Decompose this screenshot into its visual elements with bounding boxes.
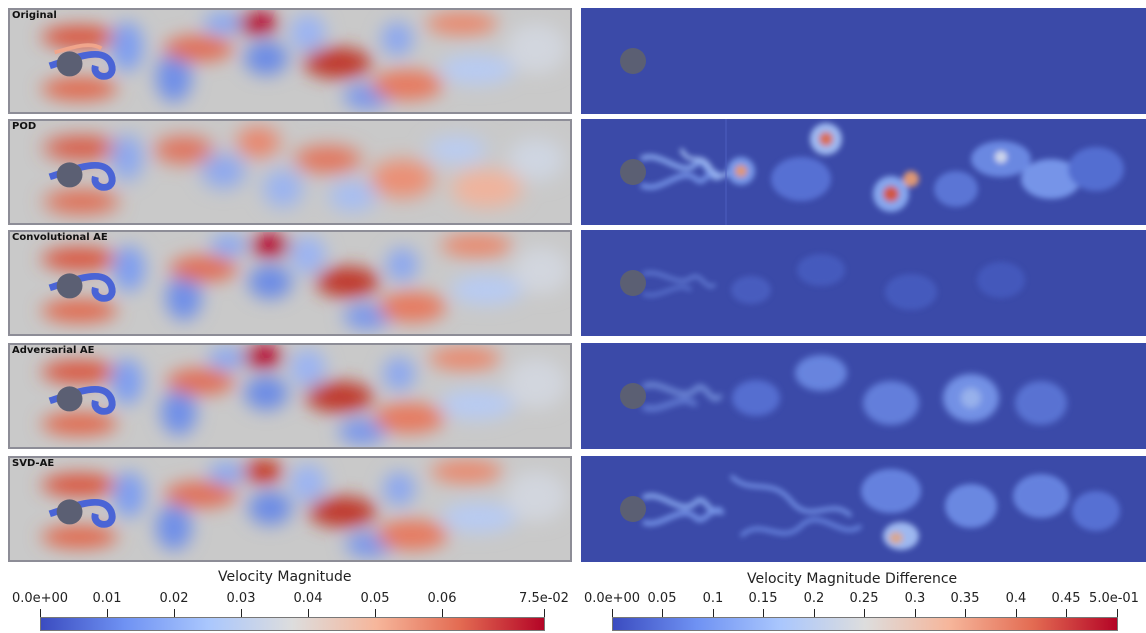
cylinder-obstacle [620,159,646,185]
velocity-field-convolutional-ae [41,233,570,331]
colorbar-right-tick: 0.1 [702,591,724,606]
panel-svd-ae-velocity: SVD-AE [8,456,572,562]
row-label-original: Original [12,10,57,21]
cylinder-obstacle [620,48,646,74]
panel-adversarial-ae-velocity: Adversarial AE [8,343,572,449]
colorbar-left-title: Velocity Magnitude [218,569,352,585]
colorbar-right-tick-mark [814,609,815,619]
panel-adversarial-ae-difference [581,343,1146,449]
panel-pod-velocity: POD [8,119,572,225]
panel-pod-difference [581,119,1146,225]
colorbar-left [40,617,545,631]
colorbar-left-tick: 0.05 [360,591,390,606]
colorbar-right-tick: 0.0e+00 [583,591,641,606]
cylinder-obstacle [56,51,83,77]
row-label-pod: POD [12,121,37,132]
cylinder-obstacle [56,499,83,525]
colorbar-right [612,617,1118,631]
colorbar-right-tick: 0.3 [904,591,926,606]
cylinder-obstacle [620,383,646,409]
velocity-field-adversarial-ae [41,345,567,446]
colorbar-right-tick-mark [864,609,865,619]
cylinder-obstacle [56,386,83,412]
colorbar-right-title: Velocity Magnitude Difference [747,571,958,587]
colorbar-left-tick-mark [375,609,376,619]
colorbar-right-tick: 0.25 [849,591,879,606]
colorbar-right-tick: 0.15 [748,591,778,606]
colorbar-right-tick: 0.45 [1051,591,1081,606]
colorbar-right-tick-mark [1066,609,1067,619]
difference-field-convolutional-ae [581,230,1146,336]
colorbar-left-tick: 0.01 [92,591,122,606]
cylinder-obstacle [620,270,646,296]
row-label-svd-ae: SVD-AE [12,458,55,469]
colorbar-left-tick-mark [308,609,309,619]
colorbar-left-tick: 0.03 [226,591,256,606]
panel-svd-ae-difference [581,456,1146,562]
colorbar-right-tick-mark [612,609,613,619]
row-label-convolutional-ae: Convolutional AE [12,232,108,243]
panel-convolutional-ae-velocity: Convolutional AE [8,230,572,336]
colorbar-right-tick: 0.2 [803,591,825,606]
colorbar-right-tick: 5.0e-01 [1089,591,1139,606]
colorbar-left-tick: 0.0e+00 [11,591,69,606]
velocity-field-pod [43,126,565,214]
colorbar-right-tick-mark [965,609,966,619]
colorbar-left-tick: 0.02 [159,591,189,606]
row-label-adversarial-ae: Adversarial AE [12,345,95,356]
cylinder-obstacle [56,273,83,299]
colorbar-left-tick: 0.04 [293,591,323,606]
difference-field-pod [581,119,1146,225]
colorbar-left-tick: 0.06 [427,591,457,606]
panel-original-difference [581,8,1146,114]
panel-convolutional-ae-difference [581,230,1146,336]
colorbar-left-tick-mark [241,609,242,619]
colorbar-right-tick: 0.35 [950,591,980,606]
colorbar-right-tick: 0.05 [647,591,677,606]
colorbar-right-tick-mark [662,609,663,619]
colorbar-left-tick-mark [544,609,545,619]
colorbar-left-tick: 7.5e-02 [519,591,569,606]
colorbar-left-tick-mark [107,609,108,619]
cylinder-obstacle [56,162,83,188]
cylinder-obstacle [620,496,646,522]
colorbar-right-tick-mark [713,609,714,619]
colorbar-right-tick-mark [1117,609,1118,619]
difference-field-adversarial-ae [581,343,1146,449]
panel-original-velocity: Original [8,8,572,114]
colorbar-left-tick-mark [174,609,175,619]
velocity-field-svd-ae [41,459,567,559]
velocity-field-original [41,11,567,111]
colorbar-right-tick: 0.4 [1005,591,1027,606]
colorbar-left-tick-mark [40,609,41,619]
difference-field-original [581,8,1146,114]
colorbar-left-tick-mark [442,609,443,619]
colorbar-right-tick-mark [915,609,916,619]
difference-field-svd-ae [581,456,1146,562]
colorbar-right-tick-mark [763,609,764,619]
colorbar-right-tick-mark [1016,609,1017,619]
